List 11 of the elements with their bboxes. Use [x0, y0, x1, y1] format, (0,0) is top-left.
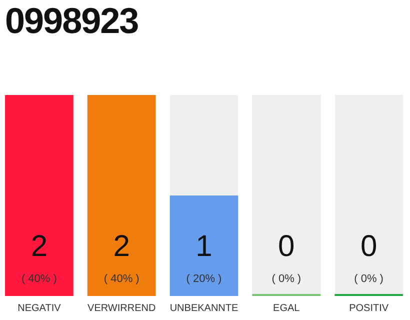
- x-tick-label: UNBEKANNTE: [170, 302, 238, 314]
- data-label: 1 ( 20% ): [186, 230, 222, 285]
- x-tick-label: EGAL: [273, 302, 300, 314]
- x-tick-label: VERWIRREND: [88, 302, 156, 314]
- data-label: 2 ( 40% ): [21, 230, 57, 285]
- data-label: 0 ( 0% ): [272, 230, 302, 285]
- data-label: 0 ( 0% ): [354, 230, 384, 285]
- chart-title: 0998923: [5, 0, 138, 42]
- x-tick-label: POSITIV: [349, 302, 389, 314]
- x-tick-label: NEGATIV: [18, 302, 62, 314]
- data-label: 2 ( 40% ): [104, 230, 140, 285]
